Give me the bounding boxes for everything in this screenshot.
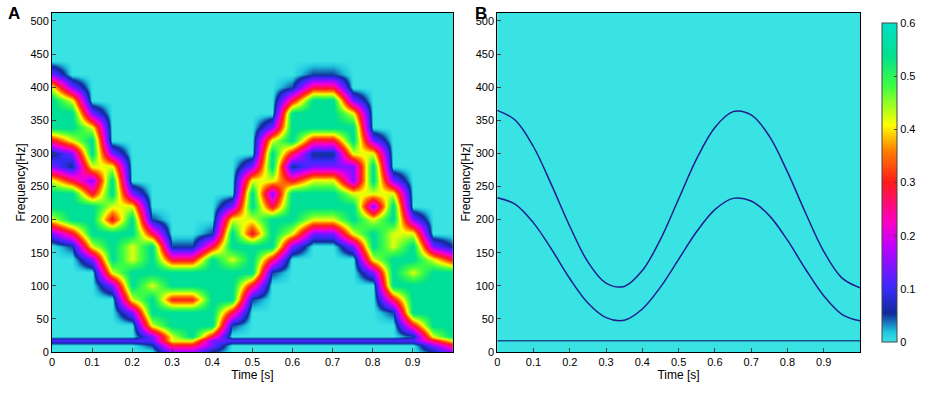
svg-text:Frequency[Hz]: Frequency[Hz] — [14, 143, 28, 221]
svg-text:0: 0 — [900, 336, 906, 348]
svg-text:Time [s]: Time [s] — [231, 368, 273, 382]
svg-text:0.9: 0.9 — [405, 356, 420, 368]
svg-text:100: 100 — [476, 280, 494, 292]
svg-text:300: 300 — [476, 147, 494, 159]
svg-text:0: 0 — [49, 356, 55, 368]
svg-text:0.3: 0.3 — [598, 356, 613, 368]
svg-text:450: 450 — [30, 48, 48, 60]
svg-text:200: 200 — [30, 213, 48, 225]
svg-text:150: 150 — [30, 247, 48, 259]
svg-text:0.5: 0.5 — [900, 70, 915, 82]
svg-text:250: 250 — [476, 180, 494, 192]
svg-text:0.7: 0.7 — [744, 356, 759, 368]
svg-text:0.1: 0.1 — [84, 356, 99, 368]
svg-text:450: 450 — [476, 48, 494, 60]
svg-text:500: 500 — [476, 15, 494, 27]
svg-text:0.2: 0.2 — [900, 230, 915, 242]
svg-text:0: 0 — [488, 346, 494, 358]
svg-text:0.3: 0.3 — [165, 356, 180, 368]
svg-text:0.6: 0.6 — [285, 356, 300, 368]
svg-text:0.9: 0.9 — [816, 356, 831, 368]
svg-text:0.7: 0.7 — [325, 356, 340, 368]
svg-text:50: 50 — [482, 313, 494, 325]
svg-text:300: 300 — [30, 147, 48, 159]
svg-text:0.5: 0.5 — [245, 356, 260, 368]
svg-text:100: 100 — [30, 280, 48, 292]
svg-text:350: 350 — [476, 114, 494, 126]
svg-text:0.6: 0.6 — [707, 356, 722, 368]
svg-text:400: 400 — [30, 81, 48, 93]
svg-text:0.4: 0.4 — [900, 123, 915, 135]
svg-text:0.3: 0.3 — [900, 176, 915, 188]
svg-text:0.5: 0.5 — [671, 356, 686, 368]
svg-text:150: 150 — [476, 247, 494, 259]
svg-text:0.2: 0.2 — [125, 356, 140, 368]
svg-text:0.6: 0.6 — [900, 17, 915, 29]
svg-text:0.2: 0.2 — [562, 356, 577, 368]
svg-text:50: 50 — [37, 313, 49, 325]
svg-text:500: 500 — [30, 15, 48, 27]
svg-text:0.8: 0.8 — [780, 356, 795, 368]
svg-text:250: 250 — [30, 180, 48, 192]
svg-text:0.8: 0.8 — [365, 356, 380, 368]
svg-text:0.4: 0.4 — [205, 356, 220, 368]
svg-text:A: A — [8, 4, 20, 23]
svg-text:400: 400 — [476, 81, 494, 93]
svg-text:Time [s]: Time [s] — [657, 368, 699, 382]
svg-text:350: 350 — [30, 114, 48, 126]
svg-text:B: B — [475, 4, 487, 23]
svg-text:0.1: 0.1 — [900, 283, 915, 295]
svg-text:200: 200 — [476, 213, 494, 225]
svg-text:0: 0 — [494, 356, 500, 368]
svg-text:0.1: 0.1 — [526, 356, 541, 368]
svg-text:0: 0 — [43, 346, 49, 358]
svg-text:Frequency[Hz]: Frequency[Hz] — [459, 143, 473, 221]
svg-text:0.4: 0.4 — [635, 356, 650, 368]
